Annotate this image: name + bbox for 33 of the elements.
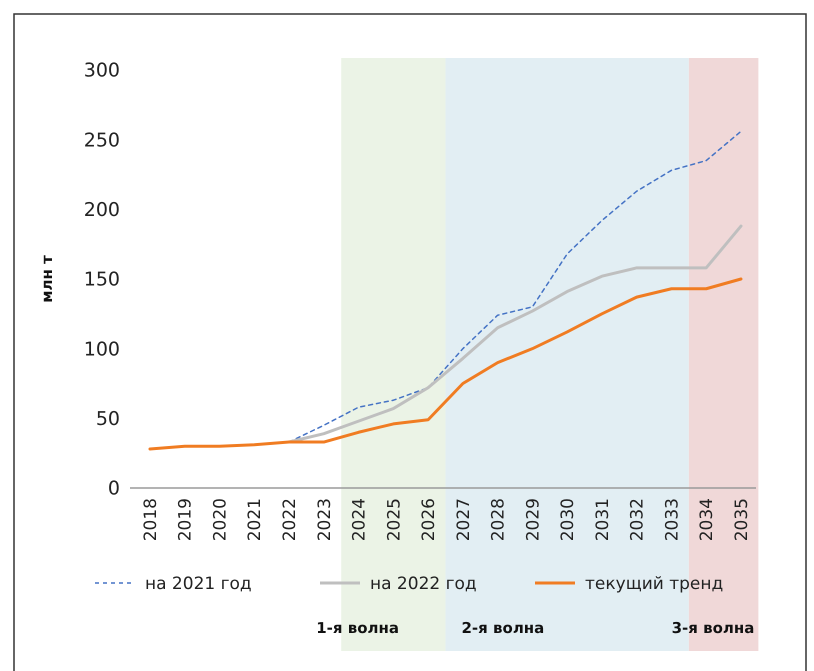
legend-label: на 2022 год — [370, 574, 477, 594]
legend-label: на 2021 год — [145, 574, 252, 594]
y-tick-label: 250 — [84, 129, 120, 152]
x-tick-label: 2020 — [210, 498, 230, 542]
y-tick-label: 0 — [108, 478, 120, 500]
x-tick-label: 2019 — [176, 498, 196, 542]
x-tick-label: 2029 — [523, 498, 544, 542]
x-tick-label: 2026 — [419, 498, 440, 542]
x-tick-label: 2030 — [558, 498, 578, 542]
x-tick-label: 2025 — [384, 498, 404, 542]
x-tick-label: 2032 — [628, 498, 648, 542]
y-tick-label: 100 — [84, 338, 120, 360]
y-axis-title: млн т — [38, 254, 56, 303]
x-tick-label: 2035 — [732, 498, 752, 542]
legend-label: текущий тренд — [585, 574, 724, 594]
band-label: 2-я волна — [462, 619, 544, 637]
band-label: 3-я волна — [672, 619, 754, 637]
y-tick-label: 50 — [96, 408, 120, 430]
y-tick-label: 300 — [84, 60, 120, 82]
x-tick-label: 2028 — [488, 498, 509, 542]
line-series — [148, 278, 742, 450]
x-tick-label: 2033 — [662, 498, 682, 542]
x-tick-label: 2024 — [350, 498, 370, 542]
x-tick-label: 2023 — [314, 498, 335, 542]
x-tick-label: 2021 — [245, 498, 266, 542]
band-label: 1-я волна — [316, 619, 400, 637]
x-tick-label: 2022 — [280, 498, 300, 542]
x-tick-label: 2034 — [697, 498, 718, 542]
y-tick-label: 200 — [84, 198, 120, 221]
x-tick-label: 2018 — [140, 498, 161, 542]
x-tick-label: 2027 — [454, 498, 474, 542]
y-tick-label: 150 — [84, 268, 120, 291]
x-tick-label: 2031 — [592, 498, 613, 542]
